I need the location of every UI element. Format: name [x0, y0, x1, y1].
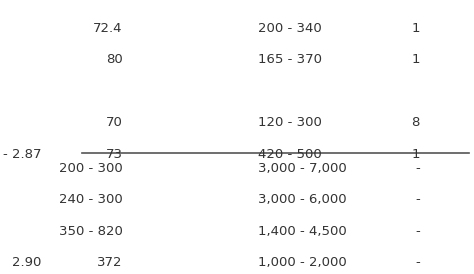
- Text: 420 - 500: 420 - 500: [258, 148, 322, 161]
- Text: 1,000 - 2,000: 1,000 - 2,000: [258, 256, 346, 269]
- Text: -: -: [415, 225, 420, 238]
- Text: 1,400 - 4,500: 1,400 - 4,500: [258, 225, 346, 238]
- Text: 3,000 - 6,000: 3,000 - 6,000: [258, 193, 346, 206]
- Text: 72.4: 72.4: [93, 22, 123, 35]
- Text: 8: 8: [411, 116, 420, 129]
- Text: 200 - 340: 200 - 340: [258, 22, 322, 35]
- Text: 1: 1: [411, 53, 420, 66]
- Text: 2.90: 2.90: [12, 256, 42, 269]
- Text: -: -: [415, 162, 420, 175]
- Text: 73: 73: [106, 148, 123, 161]
- Text: 350 - 820: 350 - 820: [59, 225, 123, 238]
- Text: - 2.87: - 2.87: [3, 148, 42, 161]
- Text: 1: 1: [411, 148, 420, 161]
- Text: 120 - 300: 120 - 300: [258, 116, 322, 129]
- Text: 165 - 370: 165 - 370: [258, 53, 322, 66]
- Text: 240 - 300: 240 - 300: [59, 193, 123, 206]
- Text: -: -: [415, 193, 420, 206]
- Text: 372: 372: [97, 256, 123, 269]
- Text: 200 - 300: 200 - 300: [59, 162, 123, 175]
- Text: -: -: [415, 256, 420, 269]
- Text: 70: 70: [106, 116, 123, 129]
- Text: 3,000 - 7,000: 3,000 - 7,000: [258, 162, 346, 175]
- Text: 80: 80: [106, 53, 123, 66]
- Text: 1: 1: [411, 22, 420, 35]
